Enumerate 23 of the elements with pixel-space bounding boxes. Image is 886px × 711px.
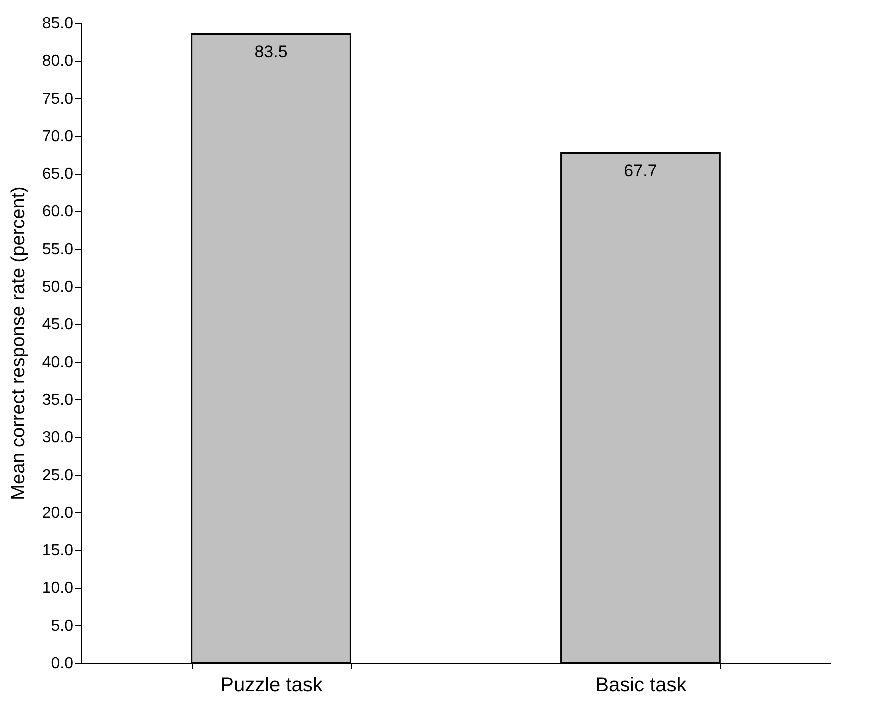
y-tick-label: 35.0 (42, 392, 74, 409)
y-tick-label: 65.0 (42, 166, 74, 184)
y-axis-title: Mean correct response rate (percent) (8, 186, 30, 500)
x-tick-label: Puzzle task (220, 674, 324, 696)
y-tick-label: 30.0 (42, 430, 74, 447)
y-tick-label: 75.0 (42, 90, 74, 108)
data-label: 67.7 (624, 161, 658, 180)
y-tick-label: 25.0 (42, 467, 74, 484)
y-tick-label: 5.0 (51, 618, 74, 635)
y-tick-label: 55.0 (42, 241, 74, 258)
y-tick-label: 85.0 (42, 16, 74, 32)
data-label: 83.5 (254, 42, 288, 62)
y-tick-label: 70.0 (42, 128, 74, 146)
y-tick-label: 20.0 (42, 504, 74, 522)
y-tick-label: 0.0 (51, 656, 74, 672)
y-tick-label: 45.0 (42, 316, 74, 334)
y-tick-label: 80.0 (42, 53, 74, 70)
y-tick-label: 10.0 (42, 580, 74, 598)
y-tick-label: 50.0 (42, 279, 74, 296)
y-tick-label: 60.0 (42, 204, 74, 221)
y-tick-label: 40.0 (42, 354, 74, 372)
y-tick-label: 15.0 (42, 542, 74, 560)
x-tick-label: Basic task (596, 674, 688, 696)
